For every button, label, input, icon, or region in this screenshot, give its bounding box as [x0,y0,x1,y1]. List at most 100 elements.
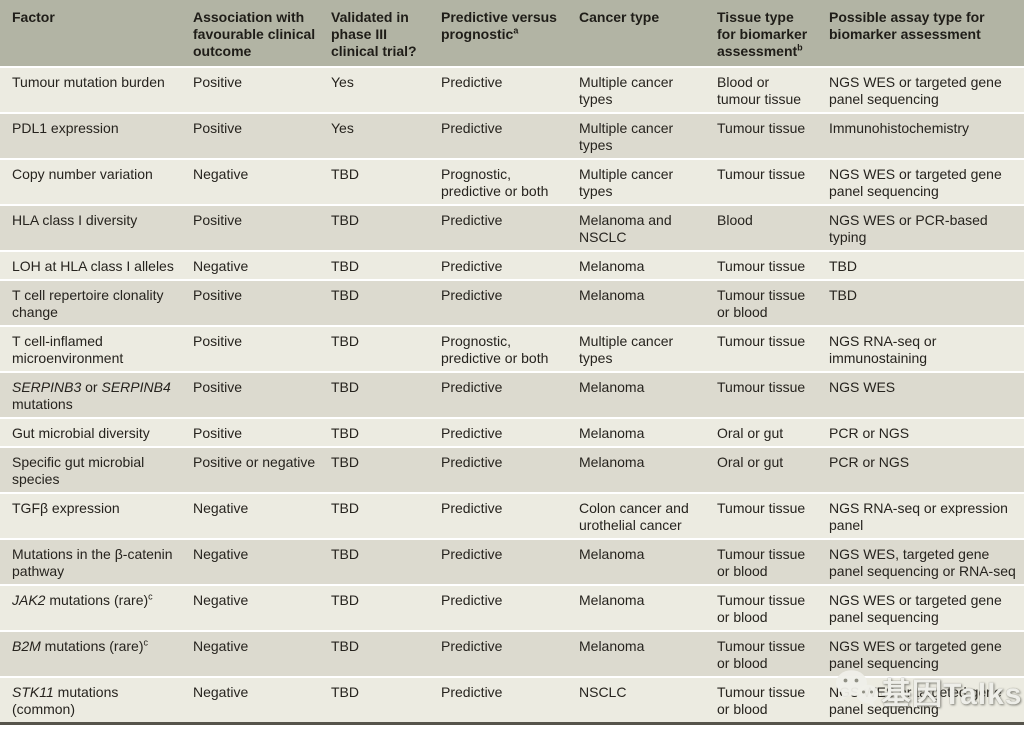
cell-assay_type: NGS WES or targeted gene panel sequencin… [822,68,1024,114]
table-row: PDL1 expression Positive Yes Predictive Mult… [0,114,1024,160]
cell-cancer_type: Melanoma [572,632,710,678]
cell-tissue_type: Tumour tissue [710,327,822,373]
cell-factor: Gut microbial diversity [0,419,186,448]
cell-tissue_type: Oral or gut [710,419,822,448]
table-row: Tumour mutation burden Positive Yes Predict… [0,68,1024,114]
cell-association: Positive [186,68,324,114]
cell-assay_type: NGS RNA-seq or immunostaining [822,327,1024,373]
cell-cancer_type: Melanoma [572,419,710,448]
cell-factor: Tumour mutation burden [0,68,186,114]
table-body: Tumour mutation burden Positive Yes Predict… [0,68,1024,725]
table-row: B2M mutations (rare)c Negative TBD Predicti… [0,632,1024,678]
cell-factor: HLA class I diversity [0,206,186,252]
header-cell: Factor [0,0,186,68]
cell-tissue_type: Tumour tissue [710,160,822,206]
cell-tissue_type: Oral or gut [710,448,822,494]
cell-cancer_type: Melanoma [572,586,710,632]
cell-association: Negative [186,632,324,678]
table-row: STK11 mutations (common) Negative TBD Predi… [0,678,1024,725]
cell-factor: B2M mutations (rare)c [0,632,186,678]
cell-validated: TBD [324,632,434,678]
cell-cancer_type: Multiple cancer types [572,68,710,114]
cell-factor: LOH at HLA class I alleles [0,252,186,281]
cell-cancer_type: Multiple cancer types [572,327,710,373]
cell-predictive: Prognostic, predictive or both [434,327,572,373]
cell-cancer_type: NSCLC [572,678,710,725]
table-row: Copy number variation Negative TBD Prognost… [0,160,1024,206]
cell-factor: STK11 mutations (common) [0,678,186,725]
header-cell: Possible assay type for biomarker assess… [822,0,1024,68]
cell-association: Negative [186,252,324,281]
cell-validated: Yes [324,114,434,160]
cell-association: Positive [186,419,324,448]
cell-factor: JAK2 mutations (rare)c [0,586,186,632]
header-row: Factor Association with favourable clinic… [0,0,1024,68]
cell-association: Positive [186,114,324,160]
cell-association: Positive [186,281,324,327]
cell-validated: TBD [324,540,434,586]
cell-predictive: Predictive [434,114,572,160]
cell-predictive: Predictive [434,281,572,327]
table-header: Factor Association with favourable clinic… [0,0,1024,68]
cell-factor: Mutations in the β-catenin pathway [0,540,186,586]
cell-validated: TBD [324,448,434,494]
cell-association: Positive [186,327,324,373]
cell-factor: PDL1 expression [0,114,186,160]
cell-association: Negative [186,540,324,586]
table-row: TGFβ expression Negative TBD Predictive Colo… [0,494,1024,540]
table-row: Specific gut microbial species Positive o… [0,448,1024,494]
cell-predictive: Predictive [434,586,572,632]
table-row: LOH at HLA class I alleles Negative TBD Pre… [0,252,1024,281]
cell-predictive: Predictive [434,252,572,281]
cell-cancer_type: Melanoma [572,540,710,586]
cell-predictive: Prognostic, predictive or both [434,160,572,206]
cell-tissue_type: Tumour tissue [710,373,822,419]
cell-predictive: Predictive [434,494,572,540]
cell-predictive: Predictive [434,448,572,494]
cell-cancer_type: Melanoma [572,448,710,494]
cell-validated: TBD [324,419,434,448]
cell-predictive: Predictive [434,540,572,586]
cell-validated: TBD [324,206,434,252]
cell-cancer_type: Melanoma and NSCLC [572,206,710,252]
cell-association: Negative [186,160,324,206]
cell-assay_type: NGS WES or targeted gene panel sequencin… [822,160,1024,206]
cell-tissue_type: Tumour tissue or blood [710,586,822,632]
cell-assay_type: TBD [822,281,1024,327]
table-row: SERPINB3 or SERPINB4 mutations Positive TB… [0,373,1024,419]
cell-assay_type: PCR or NGS [822,448,1024,494]
cell-cancer_type: Melanoma [572,373,710,419]
cell-validated: TBD [324,252,434,281]
cell-tissue_type: Tumour tissue or blood [710,540,822,586]
table-row: Mutations in the β-catenin pathway Negati… [0,540,1024,586]
cell-validated: TBD [324,281,434,327]
cell-predictive: Predictive [434,373,572,419]
cell-assay_type: NGS WES or targeted gene panel sequencin… [822,678,1024,725]
table-row: JAK2 mutations (rare)c Negative TBD Predict… [0,586,1024,632]
cell-validated: TBD [324,373,434,419]
cell-assay_type: TBD [822,252,1024,281]
table-row: T cell repertoire clonality change Positi… [0,281,1024,327]
cell-assay_type: NGS WES, targeted gene panel sequencing … [822,540,1024,586]
cell-tissue_type: Tumour tissue [710,494,822,540]
header-cell: Tissue type for biomarker assessmentb [710,0,822,68]
cell-predictive: Predictive [434,632,572,678]
cell-validated: TBD [324,160,434,206]
header-cell: Predictive versus prognostica [434,0,572,68]
cell-assay_type: NGS WES or PCR-based typing [822,206,1024,252]
cell-predictive: Predictive [434,419,572,448]
cell-assay_type: NGS RNA-seq or expression panel [822,494,1024,540]
cell-assay_type: NGS WES or targeted gene panel sequencin… [822,586,1024,632]
cell-association: Positive [186,206,324,252]
cell-cancer_type: Colon cancer and urothelial cancer [572,494,710,540]
biomarker-table: Factor Association with favourable clinic… [0,0,1024,725]
header-cell: Cancer type [572,0,710,68]
cell-validated: TBD [324,494,434,540]
cell-association: Negative [186,494,324,540]
cell-factor: SERPINB3 or SERPINB4 mutations [0,373,186,419]
cell-assay_type: PCR or NGS [822,419,1024,448]
cell-cancer_type: Melanoma [572,252,710,281]
cell-factor: Specific gut microbial species [0,448,186,494]
cell-assay_type: NGS WES [822,373,1024,419]
